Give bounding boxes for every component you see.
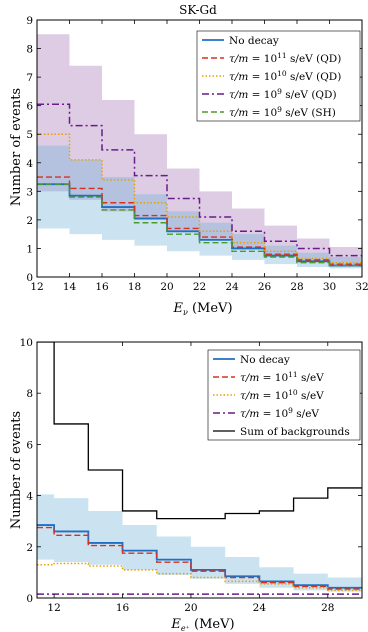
- top-x-tick-label: 28: [290, 281, 303, 293]
- bottom-uncertainty-band-0: [37, 494, 362, 592]
- top-chart-title: SK-Gd: [179, 3, 217, 17]
- bottom-legend-label: No decay: [240, 354, 290, 366]
- top-y-tick-label: 9: [26, 15, 33, 27]
- top-x-tick-label: 22: [193, 281, 206, 293]
- top-series-1: [37, 176, 362, 265]
- top-x-axis-label: Eν (MeV): [172, 301, 232, 317]
- bottom-panel: Number of events Ee⁺ (MeV) 12 16 20 24 28024…: [9, 337, 363, 632]
- top-x-tick-label: 24: [225, 281, 239, 293]
- top-y-tick-label: 3: [26, 186, 33, 198]
- top-x-tick-label: 16: [95, 281, 109, 293]
- top-y-tick-label: 0: [26, 272, 33, 284]
- bottom-y-axis-label: Number of events: [9, 411, 24, 529]
- top-series-4: [37, 183, 362, 267]
- bottom-y-tick-label: 8: [26, 388, 33, 400]
- bottom-x-tick-label: 12: [47, 602, 60, 614]
- top-legend-label: τ/m = 109 s/eV (QD): [229, 87, 337, 101]
- top-x-tick-label: 20: [160, 281, 173, 293]
- bottom-x-axis-label: Ee⁺ (MeV): [170, 617, 234, 632]
- top-x-tick-label: 18: [128, 281, 141, 293]
- bottom-x-tick-label: 28: [321, 602, 334, 614]
- top-legend-label: No decay: [229, 35, 279, 47]
- bottom-y-tick-label: 0: [26, 593, 33, 605]
- top-uncertainty-band-1: [37, 145, 362, 269]
- bottom-legend-label: Sum of backgrounds: [240, 426, 350, 438]
- bottom-x-tick-label: 16: [116, 602, 130, 614]
- bottom-y-tick-label: 4: [26, 491, 33, 503]
- top-plot-area: [37, 34, 362, 269]
- top-panel-sk-gd: SK-Gd Number of events Eν (MeV) 12 14 16 18…: [9, 3, 368, 317]
- bottom-legend-label: τ/m = 1011 s/eV: [240, 370, 324, 384]
- top-y-tick-label: 7: [26, 72, 33, 84]
- bottom-legend-label: τ/m = 1010 s/eV: [240, 388, 324, 402]
- top-y-axis-label: Number of events: [9, 88, 24, 206]
- bottom-series-4: [37, 342, 362, 520]
- top-x-tick-label: 12: [30, 281, 43, 293]
- bottom-x-tick-label: 24: [253, 602, 267, 614]
- top-legend-label: τ/m = 1011 s/eV (QD): [229, 51, 341, 65]
- bottom-legend-label: τ/m = 109 s/eV: [240, 406, 319, 420]
- top-series-3: [37, 103, 362, 257]
- bottom-legend: No decay τ/m = 1011 s/eV τ/m = 1010 s/eV τ/…: [207, 349, 361, 441]
- top-legend-box: [196, 30, 361, 122]
- top-series-2: [37, 133, 362, 264]
- top-y-tick-label: 4: [26, 158, 33, 170]
- top-legend: No decay τ/m = 1011 s/eV (QD) τ/m = 1010 s…: [196, 30, 361, 122]
- top-legend-label: τ/m = 1010 s/eV (QD): [229, 69, 341, 83]
- bottom-series-2: [37, 562, 362, 592]
- top-x-tick-label: 32: [355, 281, 368, 293]
- top-x-tick-label: 30: [323, 281, 336, 293]
- top-y-tick-label: 2: [26, 215, 33, 227]
- top-x-tick-label: 14: [63, 281, 77, 293]
- bottom-axes-frame: [36, 341, 363, 599]
- bottom-y-tick-label: 6: [26, 439, 33, 451]
- bottom-y-tick-label: 10: [20, 337, 33, 349]
- top-y-tick-label: 8: [26, 44, 33, 56]
- bottom-y-tick-label: 2: [26, 542, 33, 554]
- bottom-legend-box: [207, 349, 361, 441]
- bottom-x-tick-label: 20: [184, 602, 197, 614]
- top-y-tick-label: 5: [26, 129, 33, 141]
- top-x-tick-label: 26: [258, 281, 272, 293]
- top-y-tick-label: 1: [26, 243, 33, 255]
- top-legend-label: τ/m = 109 s/eV (SH): [229, 105, 336, 119]
- top-y-tick-label: 6: [26, 101, 33, 113]
